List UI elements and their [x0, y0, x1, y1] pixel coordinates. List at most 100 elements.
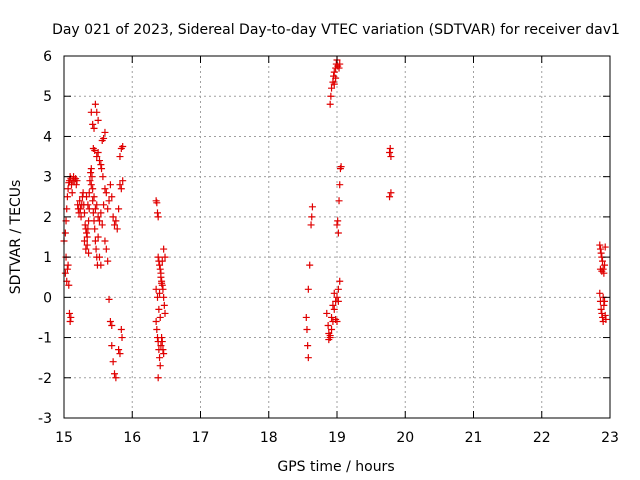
x-tick-label: 23	[601, 430, 619, 446]
data-point	[387, 153, 395, 161]
data-point	[153, 199, 161, 207]
data-point	[156, 265, 164, 273]
data-point	[334, 285, 342, 293]
data-point	[65, 281, 73, 289]
data-point	[158, 279, 166, 287]
data-point	[156, 362, 164, 370]
data-point	[157, 342, 165, 350]
data-point	[93, 201, 101, 209]
data-point	[596, 245, 604, 253]
data-point	[89, 120, 97, 128]
data-point	[98, 165, 106, 173]
data-point	[80, 237, 88, 245]
data-point	[116, 181, 124, 189]
data-point	[91, 225, 99, 233]
data-point	[108, 321, 116, 329]
data-point	[158, 338, 166, 346]
data-point	[100, 201, 108, 209]
data-point	[334, 297, 342, 305]
data-point	[66, 317, 74, 325]
data-point	[68, 189, 76, 197]
data-point	[109, 213, 117, 221]
data-point	[156, 354, 164, 362]
data-point	[601, 261, 609, 269]
data-point	[91, 237, 99, 245]
data-point	[90, 124, 98, 132]
data-point	[79, 189, 87, 197]
data-point	[304, 285, 312, 293]
data-point	[106, 317, 114, 325]
data-point	[94, 116, 102, 124]
y-tick-label: 4	[43, 129, 52, 145]
data-point	[153, 326, 161, 334]
data-points	[60, 56, 610, 382]
x-tick-label: 21	[465, 430, 483, 446]
data-point	[83, 233, 91, 241]
data-point	[65, 309, 73, 317]
data-point	[597, 249, 605, 257]
y-tick-label: 3	[43, 170, 52, 186]
data-point	[158, 257, 166, 265]
x-tick-label: 15	[55, 430, 73, 446]
data-point	[332, 74, 340, 82]
data-point	[64, 185, 72, 193]
data-point	[326, 332, 334, 340]
data-point	[160, 245, 168, 253]
data-point	[326, 100, 334, 108]
data-point	[63, 193, 71, 201]
data-point	[154, 374, 162, 382]
data-point	[602, 315, 610, 323]
data-point	[73, 177, 81, 185]
data-point	[336, 277, 344, 285]
y-tick-label: 1	[43, 250, 52, 266]
data-point	[67, 313, 75, 321]
data-point	[154, 293, 162, 301]
data-point	[600, 301, 608, 309]
data-point	[303, 326, 311, 334]
data-point	[89, 197, 97, 205]
data-point	[335, 197, 343, 205]
data-point	[72, 181, 80, 189]
data-point	[333, 317, 341, 325]
x-tick-label: 16	[123, 430, 141, 446]
data-point	[77, 213, 85, 221]
data-point	[82, 245, 90, 253]
data-point	[325, 336, 333, 344]
data-point	[154, 253, 162, 261]
data-point	[152, 285, 160, 293]
data-point	[336, 181, 344, 189]
data-point	[105, 295, 113, 303]
data-point	[115, 205, 123, 213]
data-point	[119, 143, 127, 150]
y-tick-label: -3	[38, 411, 52, 427]
data-point	[596, 241, 604, 249]
data-point	[333, 293, 341, 301]
data-point	[102, 189, 110, 197]
data-point	[80, 209, 88, 217]
data-point	[306, 261, 314, 269]
data-point	[88, 173, 96, 181]
x-axis-label: GPS time / hours	[277, 459, 394, 475]
y-tick-labels: -3 -2 -1 0 1 2 3 4 5 6	[38, 49, 52, 427]
data-point	[101, 185, 109, 193]
x-tick-labels: 15 16 17 18 19 20 21 22 23	[55, 430, 619, 446]
data-point	[330, 80, 338, 88]
data-point	[97, 161, 105, 169]
x-tick-label: 20	[396, 430, 414, 446]
data-point	[328, 84, 336, 92]
data-point	[334, 229, 342, 237]
y-tick-label: -2	[38, 371, 52, 387]
data-point	[95, 217, 103, 225]
data-point	[116, 153, 124, 161]
data-point	[119, 177, 127, 185]
data-point	[161, 253, 169, 261]
data-point	[601, 297, 609, 305]
data-point	[160, 350, 168, 358]
data-point	[61, 229, 69, 237]
data-point	[161, 309, 169, 317]
data-point	[91, 100, 99, 108]
data-point	[155, 305, 163, 313]
data-point	[89, 145, 97, 153]
data-point	[81, 221, 89, 229]
data-point	[94, 233, 102, 241]
